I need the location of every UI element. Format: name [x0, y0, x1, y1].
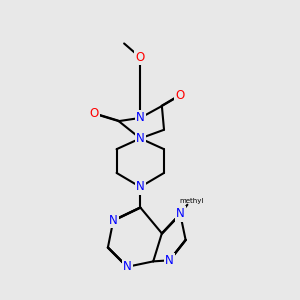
Text: N: N — [109, 214, 118, 227]
Text: O: O — [176, 89, 185, 102]
Text: O: O — [89, 107, 98, 120]
Text: N: N — [165, 254, 174, 267]
Text: N: N — [123, 260, 132, 273]
Text: N: N — [176, 207, 184, 220]
Text: N: N — [136, 181, 145, 194]
Text: N: N — [136, 132, 145, 145]
Text: methyl: methyl — [179, 198, 204, 204]
Text: N: N — [136, 111, 145, 124]
Text: O: O — [136, 51, 145, 64]
